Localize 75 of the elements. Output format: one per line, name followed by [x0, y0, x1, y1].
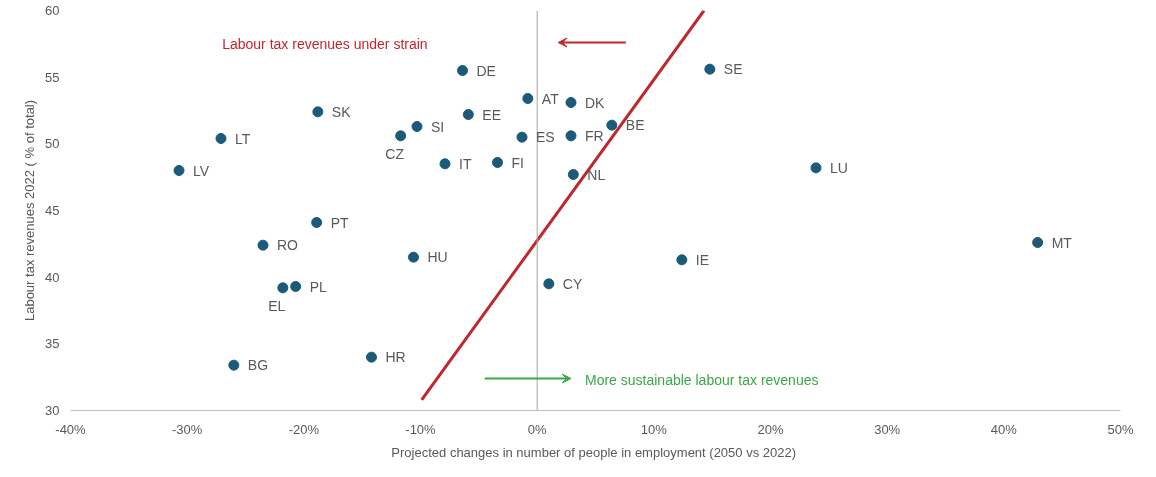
point [516, 131, 528, 143]
annotation: IE [695, 251, 710, 268]
point [567, 169, 579, 180]
annotation: HR [385, 349, 406, 366]
annotation: LV [193, 162, 210, 179]
y-tick-label: 45 [45, 203, 60, 218]
point [565, 130, 577, 142]
point [810, 162, 822, 174]
x-tick-label: -20% [288, 421, 320, 437]
point [395, 130, 407, 142]
point [215, 133, 227, 144]
point [606, 119, 618, 131]
y-tick-label: 35 [45, 336, 60, 352]
annotation: DE [476, 62, 496, 79]
annotation: SK [331, 103, 352, 120]
x-tick-label: 0% [527, 421, 547, 437]
point [457, 65, 468, 76]
point [462, 109, 474, 120]
x-tick-label: -10% [405, 421, 437, 437]
annotation: SE [723, 61, 743, 78]
annotation: FR [585, 127, 604, 144]
annotation: ES [536, 129, 555, 146]
point [704, 63, 716, 75]
point [257, 239, 269, 251]
point [411, 121, 423, 132]
annotation: PT [330, 214, 349, 231]
annotation: FI [511, 154, 524, 171]
point [311, 217, 323, 228]
annotation: IT [459, 155, 472, 172]
point [1032, 237, 1044, 248]
annotation: CZ [385, 145, 405, 162]
annotation: BE [625, 117, 645, 134]
annotation: SI [431, 118, 445, 135]
annotation: EL [268, 297, 286, 314]
annotation: PL [309, 278, 327, 295]
annotation: AT [541, 90, 560, 107]
point [228, 359, 240, 371]
annotation: MT [1051, 234, 1073, 251]
point [312, 106, 324, 118]
point [290, 281, 302, 292]
x-tick-label: -30% [171, 421, 203, 437]
annotation: RO [277, 237, 299, 254]
y-tick-label: 60 [45, 3, 60, 18]
x-tick-label: 50% [1107, 421, 1134, 437]
annotation: LT [235, 130, 251, 147]
point [439, 158, 451, 170]
annotation: LU [830, 159, 848, 176]
annotation: CY [562, 275, 583, 292]
y-axis-title: Labour tax revenues 2022 ( % of total) [22, 99, 38, 322]
x-axis-title: Projected changes in number of people in employment (2050 vs 2022) [391, 444, 797, 460]
point [543, 278, 555, 290]
point [676, 254, 688, 266]
y-tick-label: 40 [45, 269, 60, 285]
x-tick-label: 30% [874, 421, 901, 437]
annotation: EE [482, 106, 502, 123]
point [366, 351, 377, 363]
point [522, 93, 534, 104]
x-tick-label: 10% [640, 421, 668, 437]
point [408, 251, 419, 263]
x-tick-label: 40% [990, 421, 1018, 437]
y-tick-label: 30 [45, 403, 60, 418]
annotation: HU [427, 249, 448, 266]
annotation: DK [585, 94, 606, 111]
point [277, 282, 289, 294]
y-tick-label: 50 [45, 136, 60, 152]
x-tick-label: 20% [757, 421, 784, 437]
point [492, 157, 503, 168]
point [173, 165, 185, 176]
y-tick-label: 55 [45, 69, 60, 85]
point [565, 97, 577, 108]
x-tick-label: -40% [55, 421, 87, 437]
annotation: More sustainable labour tax revenues [585, 371, 819, 388]
annotation: NL [587, 166, 606, 183]
annotation: BG [247, 357, 269, 374]
annotation: Labour tax revenues under strain [222, 35, 428, 52]
